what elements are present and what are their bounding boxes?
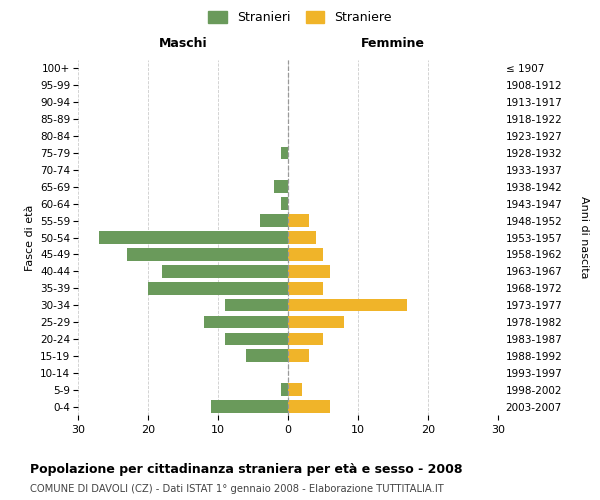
Bar [288,316,344,328]
Text: Femmine: Femmine [361,37,425,50]
Bar [246,350,288,362]
Bar [288,384,302,396]
Bar [281,198,288,210]
Text: Maschi: Maschi [158,37,208,50]
Bar [148,282,288,294]
Bar [288,265,330,278]
Bar [288,350,309,362]
Bar [204,316,288,328]
Bar [288,214,309,227]
Bar [211,400,288,413]
Bar [162,265,288,278]
Y-axis label: Fasce di età: Fasce di età [25,204,35,270]
Bar [288,299,407,312]
Bar [288,400,330,413]
Bar [288,282,323,294]
Legend: Stranieri, Straniere: Stranieri, Straniere [203,6,397,29]
Bar [225,299,288,312]
Bar [281,146,288,160]
Y-axis label: Anni di nascita: Anni di nascita [579,196,589,279]
Text: Popolazione per cittadinanza straniera per età e sesso - 2008: Popolazione per cittadinanza straniera p… [30,462,463,475]
Bar [99,231,288,244]
Bar [288,332,323,345]
Bar [225,332,288,345]
Bar [274,180,288,193]
Bar [281,384,288,396]
Bar [127,248,288,260]
Text: COMUNE DI DAVOLI (CZ) - Dati ISTAT 1° gennaio 2008 - Elaborazione TUTTITALIA.IT: COMUNE DI DAVOLI (CZ) - Dati ISTAT 1° ge… [30,484,444,494]
Bar [260,214,288,227]
Bar [288,248,323,260]
Bar [288,231,316,244]
